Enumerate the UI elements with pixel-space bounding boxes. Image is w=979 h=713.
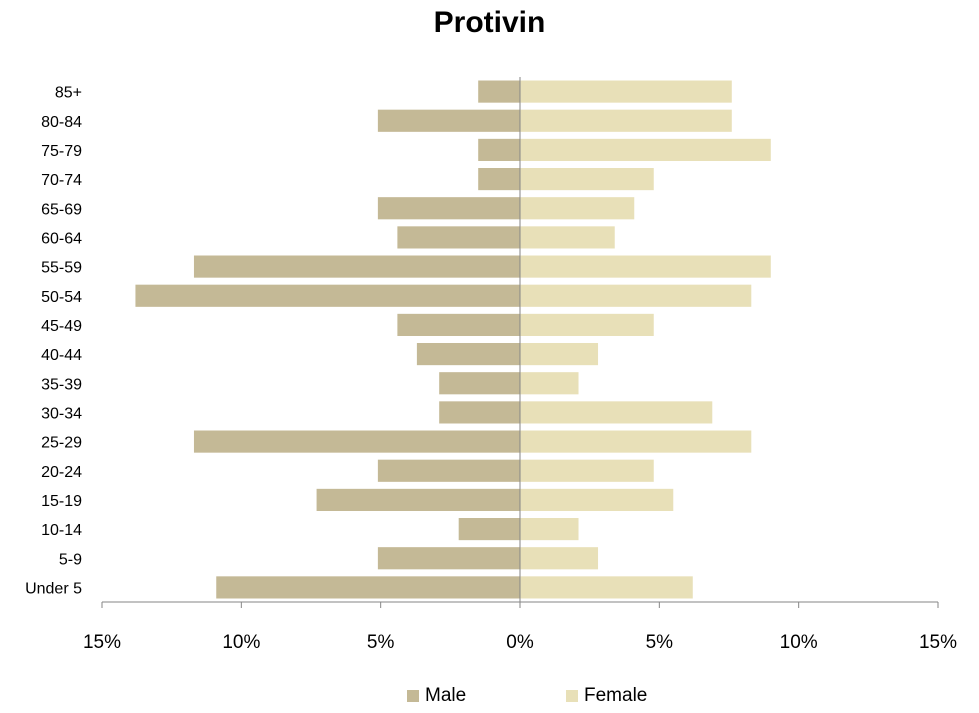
bar-male-55-59 bbox=[193, 255, 520, 278]
bar-male-35-39 bbox=[439, 372, 520, 395]
bar-female-20-24 bbox=[520, 459, 654, 482]
bar-female-25-29 bbox=[520, 430, 752, 453]
bar-female-35-39 bbox=[520, 372, 579, 395]
y-tick-label: Under 5 bbox=[25, 580, 82, 597]
bar-male-under-5 bbox=[216, 576, 520, 599]
bar-female-40-44 bbox=[520, 343, 599, 366]
legend-item-female: Female bbox=[566, 685, 647, 707]
bar-female-15-19 bbox=[520, 488, 674, 511]
x-tick-label: 5% bbox=[646, 632, 674, 653]
y-tick-label: 35-39 bbox=[41, 376, 82, 393]
bar-male-45-49 bbox=[397, 313, 520, 336]
bar-male-5-9 bbox=[377, 547, 520, 570]
bar-male-50-54 bbox=[135, 284, 520, 307]
bar-male-25-29 bbox=[193, 430, 520, 453]
bar-male-70-74 bbox=[478, 168, 520, 191]
bar-female-60-64 bbox=[520, 226, 615, 249]
bar-female-70-74 bbox=[520, 168, 654, 191]
bars-group bbox=[135, 80, 771, 599]
x-tick-label: 5% bbox=[367, 632, 395, 653]
bar-male-75-79 bbox=[478, 138, 520, 161]
x-tick-label: 10% bbox=[222, 632, 260, 653]
bar-male-30-34 bbox=[439, 401, 520, 424]
bar-male-10-14 bbox=[458, 518, 520, 541]
y-tick-label: 55-59 bbox=[41, 260, 82, 277]
bar-female-85+ bbox=[520, 80, 732, 103]
x-tick-label: 10% bbox=[780, 632, 818, 653]
bar-female-5-9 bbox=[520, 547, 599, 570]
y-tick-label: 30-34 bbox=[41, 405, 82, 422]
chart-title: Protivin bbox=[433, 6, 546, 39]
legend-swatch-male bbox=[407, 690, 419, 702]
bar-male-15-19 bbox=[316, 488, 520, 511]
bar-female-80-84 bbox=[520, 109, 732, 132]
y-tick-label: 50-54 bbox=[41, 289, 82, 306]
legend-item-male: Male bbox=[407, 685, 466, 707]
bar-female-50-54 bbox=[520, 284, 752, 307]
x-axis-labels: 15% 10% 5% 0% 5% 10% 15% bbox=[83, 632, 957, 653]
y-tick-label: 10-14 bbox=[41, 522, 82, 539]
y-tick-label: 40-44 bbox=[41, 347, 82, 364]
x-tick-label: 15% bbox=[83, 632, 121, 653]
axes-group bbox=[101, 77, 939, 608]
bar-male-80-84 bbox=[377, 109, 520, 132]
y-tick-label: 25-29 bbox=[41, 435, 82, 452]
legend-swatch-female bbox=[566, 690, 578, 702]
bar-female-30-34 bbox=[520, 401, 713, 424]
legend: Male Female bbox=[0, 685, 979, 713]
y-tick-label: 70-74 bbox=[41, 172, 82, 189]
y-tick-label: 80-84 bbox=[41, 114, 82, 131]
x-tick-label: 15% bbox=[919, 632, 957, 653]
bar-female-55-59 bbox=[520, 255, 771, 278]
legend-label-female: Female bbox=[584, 685, 648, 706]
bar-female-75-79 bbox=[520, 138, 771, 161]
bar-female-45-49 bbox=[520, 313, 654, 336]
bar-male-60-64 bbox=[397, 226, 520, 249]
y-tick-label: 5-9 bbox=[59, 551, 82, 568]
y-tick-label: 85+ bbox=[55, 85, 82, 102]
y-tick-label: 20-24 bbox=[41, 464, 82, 481]
bar-male-20-24 bbox=[377, 459, 520, 482]
y-tick-label: 45-49 bbox=[41, 318, 82, 335]
y-tick-label: 75-79 bbox=[41, 143, 82, 160]
y-tick-label: 65-69 bbox=[41, 201, 82, 218]
y-tick-label: 60-64 bbox=[41, 230, 82, 247]
bar-male-85+ bbox=[478, 80, 520, 103]
x-tick-label: 0% bbox=[506, 632, 534, 653]
bar-female-10-14 bbox=[520, 518, 579, 541]
y-tick-label: 15-19 bbox=[41, 493, 82, 510]
y-axis-labels: Under 5 5-9 10-14 15-19 20-24 25-29 30-34 35-39… bbox=[25, 85, 82, 598]
bar-female-under-5 bbox=[520, 576, 693, 599]
legend-label-male: Male bbox=[425, 685, 467, 706]
bar-male-40-44 bbox=[416, 343, 520, 366]
bar-female-65-69 bbox=[520, 197, 635, 220]
bar-male-65-69 bbox=[377, 197, 520, 220]
